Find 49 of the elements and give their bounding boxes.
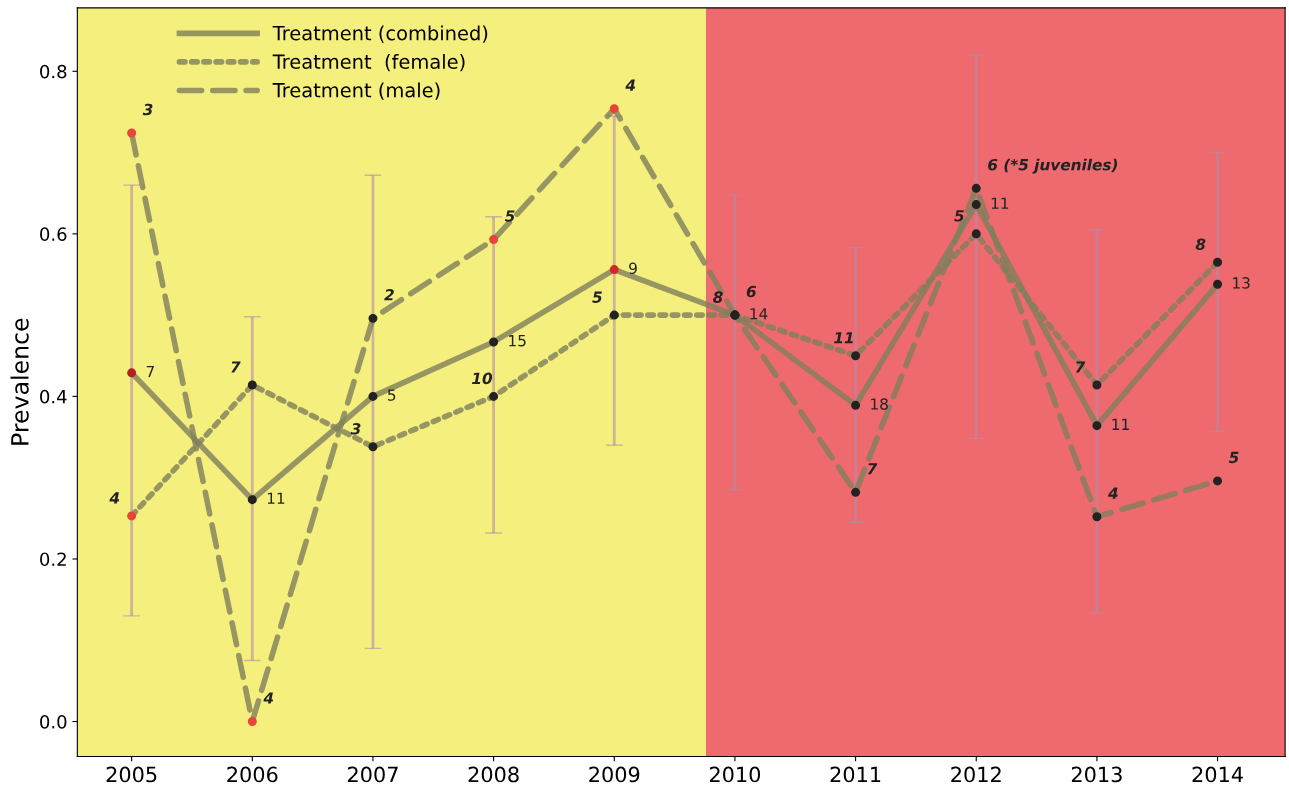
annotation: 11 xyxy=(991,197,1009,209)
x-tick-label: 2007 xyxy=(347,766,398,783)
y-tick-label: 0.2 xyxy=(40,552,66,567)
y-tick-label: 0.0 xyxy=(40,714,67,729)
x-tick-label: 2012 xyxy=(951,766,1001,783)
annotation: 8 xyxy=(713,291,723,303)
x-tick-label: 2008 xyxy=(468,766,519,783)
annotation: 7 xyxy=(867,463,878,475)
y-tick-label: 0.8 xyxy=(40,64,67,79)
x-tick-label: 2005 xyxy=(106,766,157,783)
annotation: 11 xyxy=(1112,418,1129,430)
annotation: 14 xyxy=(750,308,768,320)
x-tick-label: 2011 xyxy=(830,766,881,783)
annotation: 5 xyxy=(592,291,602,303)
annotation: 2 xyxy=(384,289,394,301)
x-tick-label: 2006 xyxy=(227,766,278,783)
annotation: 4 xyxy=(109,492,120,504)
annotation: 5 xyxy=(1228,451,1239,464)
legend-label: Treatment (female) xyxy=(272,53,465,72)
annotation: 4 xyxy=(263,692,274,704)
annotation: 4 xyxy=(1108,487,1118,499)
annotation: 13 xyxy=(1233,277,1250,289)
legend-label: Treatment (male) xyxy=(272,82,440,100)
annotation: 8 xyxy=(1195,238,1206,251)
annotation: 7 xyxy=(1075,361,1086,373)
annotation: 10 xyxy=(472,372,493,385)
annotation: 15 xyxy=(509,335,526,347)
x-tick-label: 2013 xyxy=(1071,766,1122,783)
y-tick-label: 0.6 xyxy=(40,227,67,241)
annotation: 7 xyxy=(146,365,154,378)
y-tick-label: 0.4 xyxy=(40,389,67,404)
annotation: 11 xyxy=(267,492,285,504)
legend-label: Treatment (combined) xyxy=(272,25,488,43)
annotation: 9 xyxy=(629,262,637,275)
annotation: 11 xyxy=(834,332,853,344)
x-tick-label: 2009 xyxy=(589,766,640,783)
annotation: 7 xyxy=(231,361,241,373)
annotation: 5 xyxy=(388,389,396,401)
x-tick-label: 2014 xyxy=(1192,766,1243,783)
annotation: 6 xyxy=(746,285,757,298)
annotation: 3 xyxy=(350,423,361,435)
annotation: 6 (*5 juveniles) xyxy=(988,158,1118,174)
annotation: 5 xyxy=(954,210,964,222)
annotation: 18 xyxy=(871,398,888,410)
annotation: 4 xyxy=(625,79,636,91)
annotation: 5 xyxy=(504,210,515,222)
x-tick-label: 2010 xyxy=(709,766,761,783)
y-axis-title: Prevalence xyxy=(10,318,29,445)
annotation: 3 xyxy=(142,103,153,116)
